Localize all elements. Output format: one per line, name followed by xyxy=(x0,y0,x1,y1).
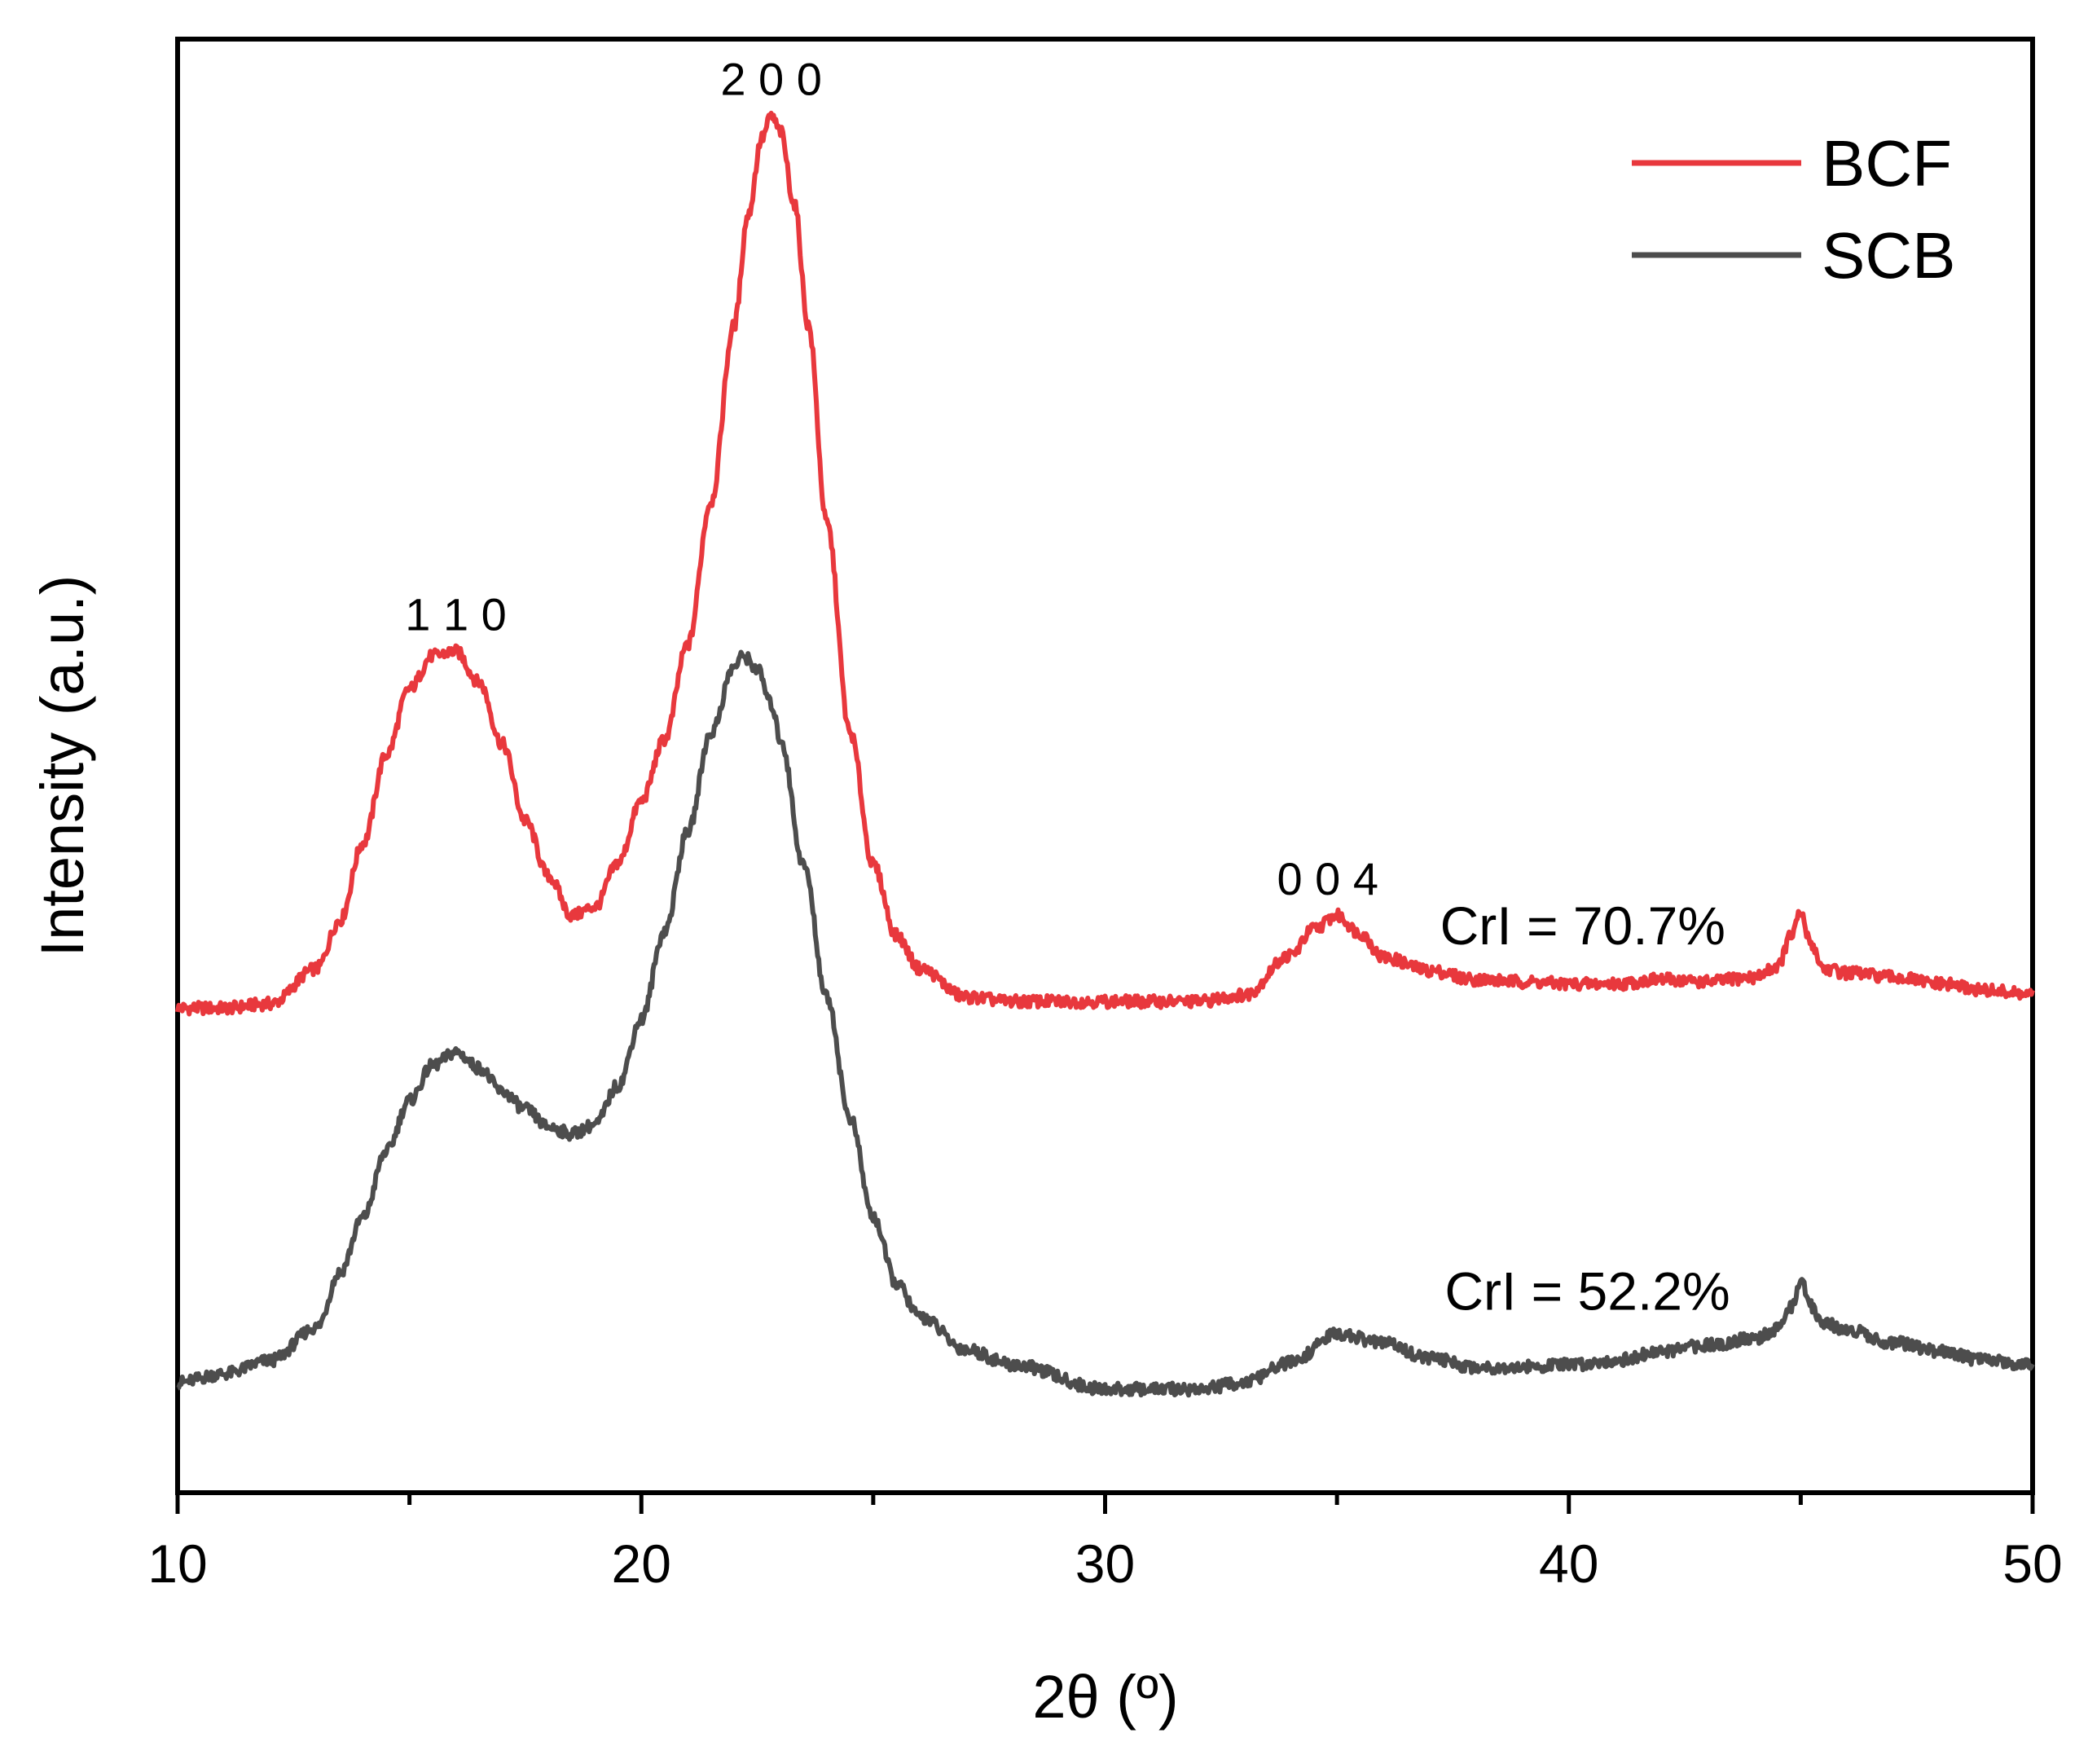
legend-label-scb: SCB xyxy=(1822,219,1956,292)
peak-label: 0 0 4 xyxy=(1277,853,1378,904)
peak-label: 2 0 0 xyxy=(720,54,822,105)
crystallinity-annotation: CrI = 70.7% xyxy=(1440,895,1725,956)
x-axis-title: 2θ (º) xyxy=(1032,1663,1178,1731)
x-tick-label: 10 xyxy=(147,1533,207,1594)
x-tick-label: 40 xyxy=(1539,1533,1598,1594)
y-axis-title: Intensity (a.u.) xyxy=(29,575,96,957)
x-tick-label: 50 xyxy=(2002,1533,2062,1594)
crystallinity-annotation: CrI = 52.2% xyxy=(1444,1261,1730,1322)
legend: BCF SCB xyxy=(1632,127,1956,292)
series-layer xyxy=(175,110,2035,1398)
peak-label: 1 1 0 xyxy=(405,588,507,640)
x-tick-label: 20 xyxy=(612,1533,671,1594)
label-layer: 1 1 0 2 0 0 0 0 4 CrI = 70.7% CrI = 52.2% xyxy=(405,54,1730,1322)
x-axis-ticks: 10 20 30 40 50 xyxy=(147,1493,2063,1594)
x-tick-label: 30 xyxy=(1075,1533,1135,1594)
legend-label-bcf: BCF xyxy=(1822,127,1952,200)
series-line-scb xyxy=(176,649,2035,1398)
series-line-bcf xyxy=(175,110,2035,1017)
